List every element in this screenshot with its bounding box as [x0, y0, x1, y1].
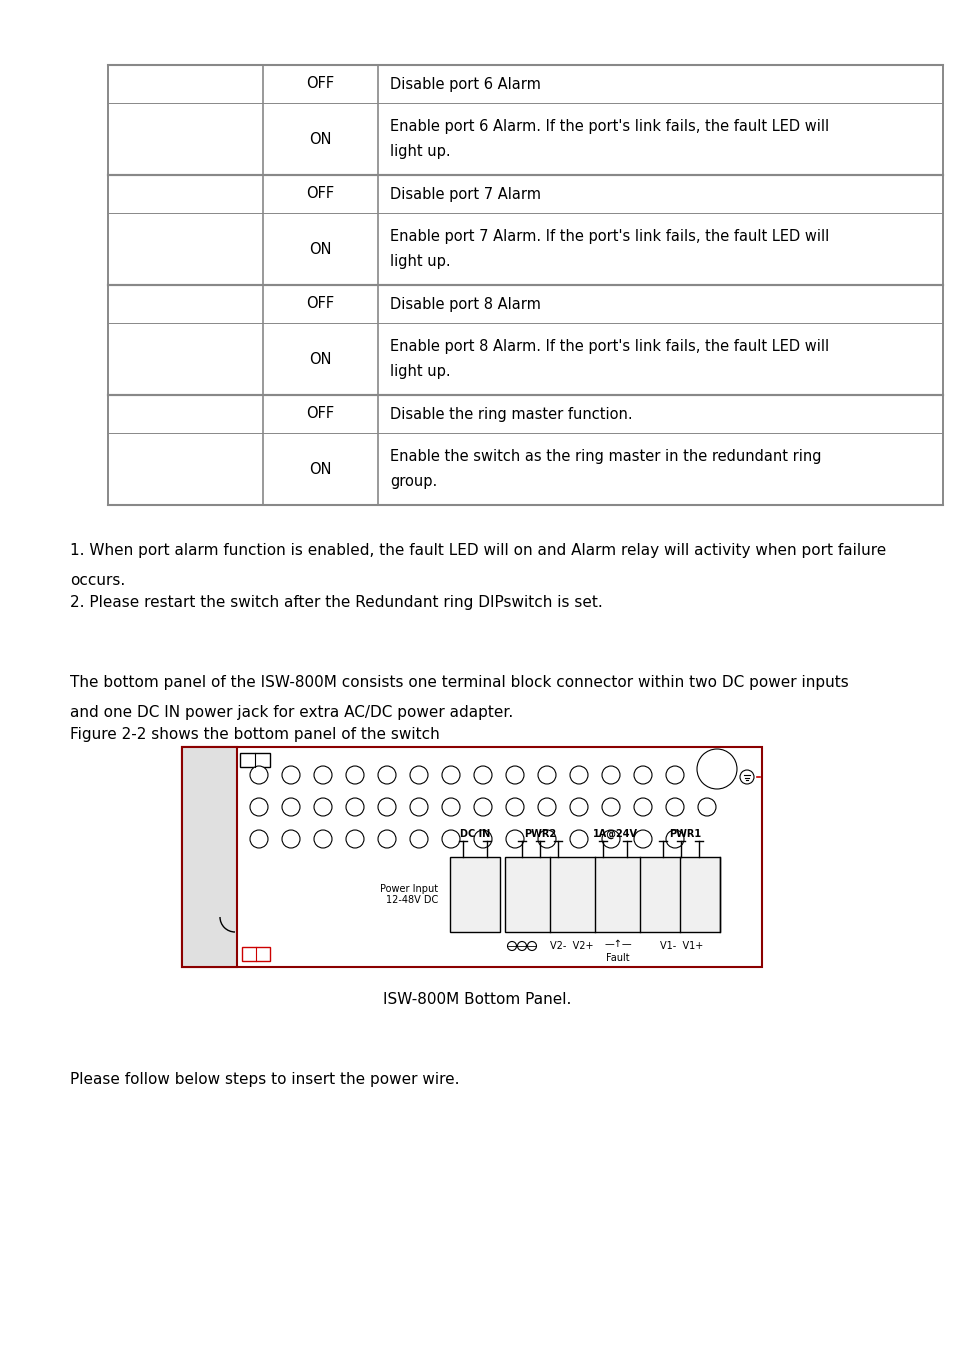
Bar [504, 857, 720, 932]
Text: Enable port 8 Alarm. If the port's link fails, the fault LED will: Enable port 8 Alarm. If the port's link … [390, 339, 828, 354]
Circle shape [569, 766, 587, 784]
Text: light up.: light up. [390, 254, 450, 269]
Circle shape [282, 830, 299, 848]
Circle shape [250, 766, 268, 784]
Circle shape [634, 830, 651, 848]
Text: Power Input
12-48V DC: Power Input 12-48V DC [379, 884, 437, 905]
Text: Disable the ring master function.: Disable the ring master function. [390, 407, 632, 422]
Text: 1A@24V: 1A@24V [592, 828, 637, 839]
Circle shape [346, 798, 364, 816]
Circle shape [697, 748, 737, 789]
Bar [182, 747, 236, 967]
Circle shape [441, 798, 459, 816]
Circle shape [346, 766, 364, 784]
Circle shape [569, 798, 587, 816]
Text: Fault: Fault [605, 952, 629, 963]
Circle shape [410, 830, 428, 848]
Text: 1. When port alarm function is enabled, the fault LED will on and Alarm relay wi: 1. When port alarm function is enabled, … [70, 543, 885, 558]
Circle shape [474, 798, 492, 816]
Circle shape [377, 766, 395, 784]
Circle shape [537, 830, 556, 848]
Text: —↑—: —↑— [603, 939, 631, 948]
Text: light up.: light up. [390, 363, 450, 378]
Circle shape [377, 830, 395, 848]
Circle shape [250, 798, 268, 816]
Circle shape [507, 942, 516, 951]
Text: and one DC IN power jack for extra AC/DC power adapter.: and one DC IN power jack for extra AC/DC… [70, 705, 513, 720]
Text: occurs.: occurs. [70, 573, 125, 588]
Circle shape [314, 830, 332, 848]
Circle shape [634, 766, 651, 784]
Circle shape [474, 830, 492, 848]
Circle shape [314, 766, 332, 784]
Text: OFF: OFF [306, 407, 335, 422]
Circle shape [505, 798, 523, 816]
Text: group.: group. [390, 474, 436, 489]
Circle shape [505, 766, 523, 784]
Circle shape [569, 830, 587, 848]
Text: PWR2: PWR2 [523, 830, 556, 839]
Text: ON: ON [309, 351, 332, 366]
Text: ISW-800M Bottom Panel.: ISW-800M Bottom Panel. [382, 992, 571, 1006]
Bar [240, 753, 270, 767]
Circle shape [537, 766, 556, 784]
Text: Disable port 7 Alarm: Disable port 7 Alarm [390, 186, 540, 201]
Text: ON: ON [309, 131, 332, 146]
Circle shape [665, 798, 683, 816]
Circle shape [441, 830, 459, 848]
Circle shape [601, 798, 619, 816]
Circle shape [410, 766, 428, 784]
Circle shape [441, 766, 459, 784]
Circle shape [537, 798, 556, 816]
Text: 2. Please restart the switch after the Redundant ring DIPswitch is set.: 2. Please restart the switch after the R… [70, 594, 602, 611]
Text: OFF: OFF [306, 186, 335, 201]
Text: V1-  V1+: V1- V1+ [659, 942, 702, 951]
Text: ON: ON [309, 462, 332, 477]
Circle shape [527, 942, 536, 951]
Circle shape [601, 830, 619, 848]
Circle shape [474, 766, 492, 784]
Circle shape [377, 798, 395, 816]
Text: OFF: OFF [306, 77, 335, 92]
Text: DC IN: DC IN [459, 830, 490, 839]
Text: light up.: light up. [390, 143, 450, 158]
Circle shape [282, 766, 299, 784]
Circle shape [665, 830, 683, 848]
Circle shape [634, 798, 651, 816]
Circle shape [282, 798, 299, 816]
Circle shape [250, 830, 268, 848]
Text: V2-  V2+: V2- V2+ [550, 942, 593, 951]
Circle shape [517, 942, 526, 951]
Circle shape [601, 766, 619, 784]
Text: Figure 2-2 shows the bottom panel of the switch: Figure 2-2 shows the bottom panel of the… [70, 727, 439, 742]
Text: Enable port 6 Alarm. If the port's link fails, the fault LED will: Enable port 6 Alarm. If the port's link … [390, 119, 828, 134]
Text: Enable port 7 Alarm. If the port's link fails, the fault LED will: Enable port 7 Alarm. If the port's link … [390, 230, 828, 245]
Text: The bottom panel of the ISW-800M consists one terminal block connector within tw: The bottom panel of the ISW-800M consist… [70, 676, 848, 690]
Text: Please follow below steps to insert the power wire.: Please follow below steps to insert the … [70, 1071, 459, 1088]
Bar [182, 747, 761, 967]
Bar [108, 65, 942, 505]
Circle shape [314, 798, 332, 816]
Circle shape [665, 766, 683, 784]
Circle shape [698, 798, 716, 816]
Text: OFF: OFF [306, 296, 335, 312]
Text: Disable port 8 Alarm: Disable port 8 Alarm [390, 296, 540, 312]
Text: ON: ON [309, 242, 332, 257]
Bar [242, 947, 270, 961]
Bar [182, 747, 236, 967]
Circle shape [505, 830, 523, 848]
Circle shape [410, 798, 428, 816]
Circle shape [740, 770, 753, 784]
Text: PWR1: PWR1 [668, 830, 700, 839]
Text: Enable the switch as the ring master in the redundant ring: Enable the switch as the ring master in … [390, 450, 821, 465]
Text: Disable port 6 Alarm: Disable port 6 Alarm [390, 77, 540, 92]
Circle shape [346, 830, 364, 848]
Bar [450, 857, 499, 932]
